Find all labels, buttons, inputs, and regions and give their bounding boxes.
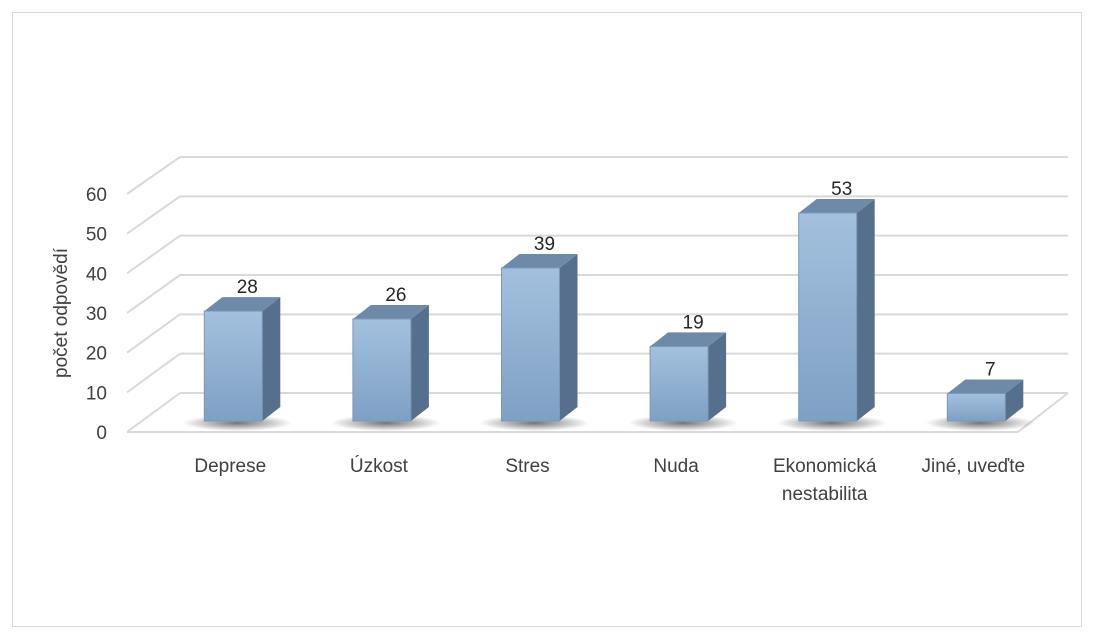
x-tick-label: Jiné, uveďte [922,456,1026,477]
gridlines [126,156,1069,433]
data-label: 19 [683,312,704,333]
bar-side [262,297,281,421]
x-tick-label: Stres [505,456,549,477]
data-label: 53 [831,179,852,200]
data-label: 26 [385,285,406,306]
bar-side [410,304,429,421]
bar-top [204,297,281,312]
bar-top [947,379,1024,394]
x-tick-label: nestabilita [782,484,868,505]
y-tick-label: 60 [86,185,107,206]
x-tick-label: Úzkost [350,455,409,477]
gridline-depth [126,352,181,394]
gridline-depth [126,195,181,235]
y-tick-label: 30 [86,304,107,325]
bar-top [352,304,429,319]
bars [182,199,1036,431]
bar-top [798,199,875,213]
bar-top [501,253,578,268]
y-tick-label: 10 [86,383,107,404]
y-tick-label: 50 [86,225,107,246]
bar [798,212,858,422]
y-axis-title: počet odpovědí [51,247,72,378]
gridline-depth [126,392,181,433]
x-tick-label: Deprese [194,456,266,477]
gridline-depth [126,156,181,195]
bar-side [856,199,875,421]
y-tick-label: 0 [96,423,107,444]
bar [501,267,560,422]
gridline-depth [126,274,181,314]
x-tick-label: Ekonomická [773,456,877,477]
y-tick-label: 40 [86,264,107,285]
data-label: 39 [534,234,555,255]
x-tick-label: Nuda [653,456,699,477]
bar-side [708,332,727,421]
gridline-depth [126,313,181,354]
data-label: 7 [985,360,996,381]
bar [203,310,263,422]
bar-top [650,332,727,347]
bar [649,345,709,422]
y-tick-label: 20 [86,344,107,365]
bar-side [1005,379,1024,421]
bar [946,393,1006,422]
data-label: 28 [237,277,258,298]
bar-side [559,253,578,421]
bar [352,318,412,422]
labels: 0 10 20 30 40 50 60 28 Deprese 26 Úzkost 39 Stres 19 N… [86,179,1025,505]
gridline-depth [126,234,181,275]
